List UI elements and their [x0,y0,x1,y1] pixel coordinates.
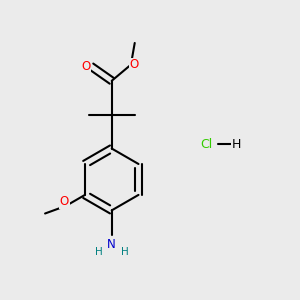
Text: O: O [81,60,91,73]
Text: H: H [121,248,129,257]
Text: Cl: Cl [200,138,213,151]
Text: O: O [60,195,69,208]
Text: H: H [94,248,102,257]
Text: N: N [107,238,116,251]
Text: H: H [231,138,241,151]
Text: O: O [130,58,139,71]
